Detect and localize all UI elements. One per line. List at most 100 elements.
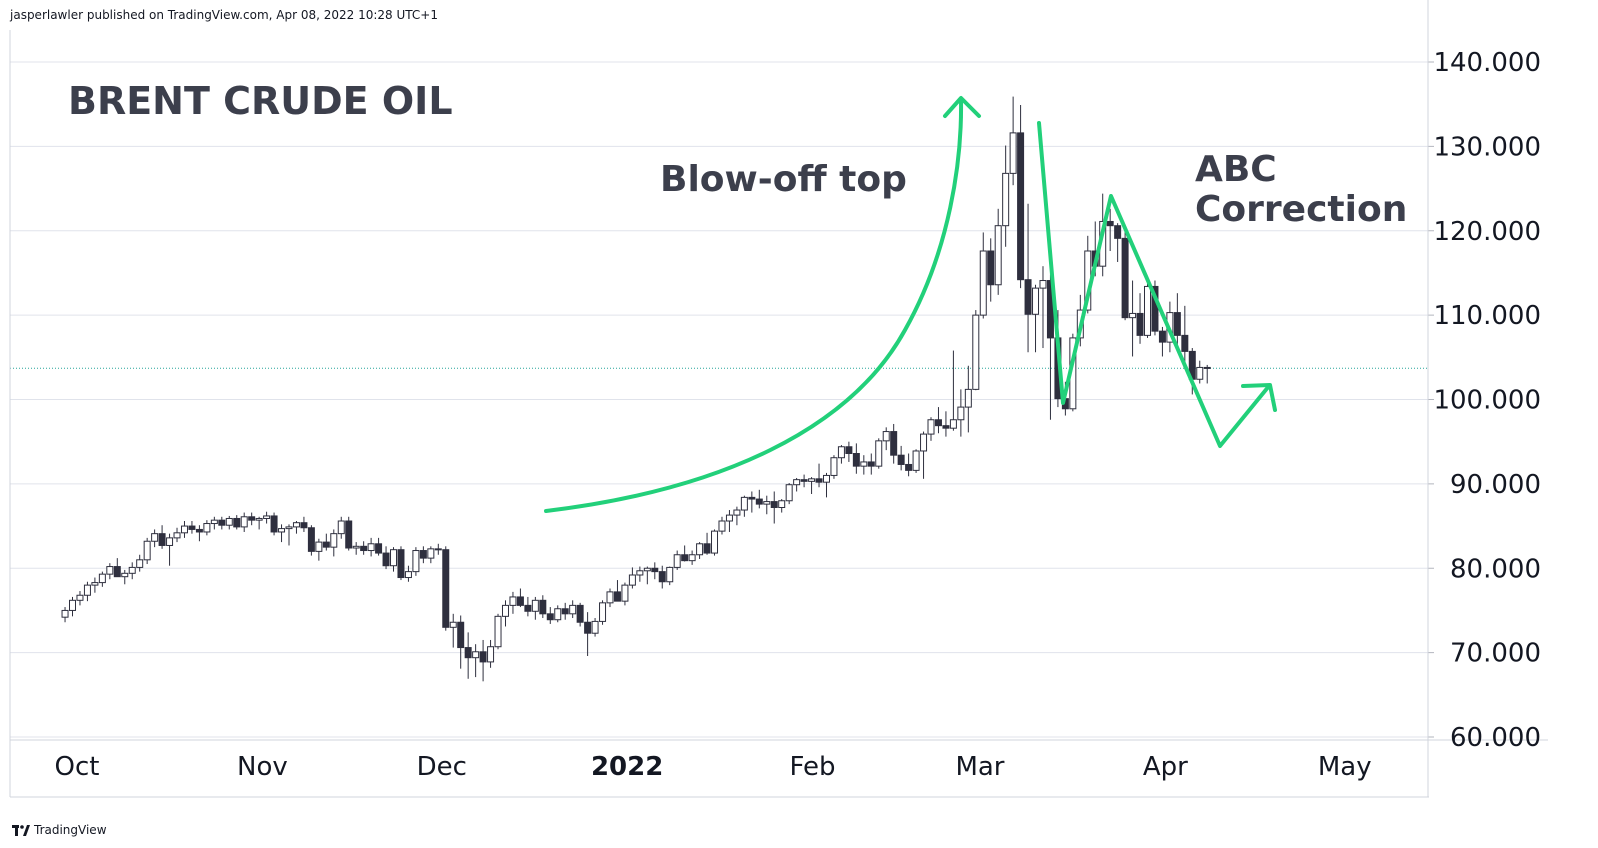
candle[interactable]: [322, 533, 330, 551]
candle[interactable]: [367, 537, 375, 557]
candle[interactable]: [748, 491, 756, 513]
candle[interactable]: [755, 489, 763, 509]
candle[interactable]: [375, 537, 383, 556]
candle[interactable]: [83, 581, 91, 602]
candle[interactable]: [964, 365, 972, 433]
candle[interactable]: [479, 639, 487, 682]
candle[interactable]: [457, 615, 465, 669]
candle[interactable]: [733, 506, 741, 526]
candle[interactable]: [651, 562, 659, 580]
candle[interactable]: [793, 477, 801, 492]
candle[interactable]: [785, 483, 793, 505]
candle[interactable]: [158, 525, 166, 549]
candle[interactable]: [912, 449, 920, 473]
candle[interactable]: [1143, 276, 1151, 338]
candle[interactable]: [270, 512, 278, 536]
tradingview-brand[interactable]: TradingView: [12, 823, 107, 837]
candle[interactable]: [69, 596, 77, 617]
candle[interactable]: [897, 445, 905, 471]
candle[interactable]: [643, 566, 651, 585]
candle[interactable]: [151, 529, 159, 548]
candle[interactable]: [628, 567, 636, 589]
candle[interactable]: [830, 455, 838, 479]
candle[interactable]: [255, 516, 263, 530]
candle[interactable]: [285, 524, 293, 546]
candle[interactable]: [1017, 105, 1025, 289]
candle[interactable]: [778, 499, 786, 513]
candle[interactable]: [315, 538, 323, 561]
candle[interactable]: [621, 582, 629, 606]
candle[interactable]: [166, 533, 174, 566]
candle[interactable]: [180, 521, 188, 538]
candle[interactable]: [808, 477, 816, 494]
candle[interactable]: [890, 423, 898, 464]
candle[interactable]: [233, 515, 241, 530]
candle[interactable]: [1151, 280, 1159, 336]
candle[interactable]: [1024, 203, 1032, 353]
candle[interactable]: [800, 474, 808, 488]
time-axis[interactable]: Oct Nov Dec 2022 Feb Mar Apr May: [55, 752, 1372, 782]
candle[interactable]: [203, 520, 211, 536]
candle[interactable]: [957, 389, 965, 437]
candle[interactable]: [934, 407, 942, 434]
candle[interactable]: [554, 605, 562, 623]
candle[interactable]: [449, 613, 457, 648]
candle[interactable]: [487, 639, 495, 668]
candle[interactable]: [1173, 293, 1181, 347]
candle[interactable]: [920, 431, 928, 479]
candle[interactable]: [240, 512, 248, 532]
candle[interactable]: [195, 525, 203, 542]
candle[interactable]: [569, 600, 577, 619]
candle[interactable]: [1039, 266, 1047, 349]
candle[interactable]: [613, 580, 621, 602]
candle[interactable]: [576, 602, 584, 627]
candle[interactable]: [404, 565, 412, 582]
candle[interactable]: [472, 644, 480, 678]
candle[interactable]: [516, 588, 524, 608]
candle[interactable]: [1129, 280, 1137, 357]
candle[interactable]: [972, 310, 980, 391]
candle[interactable]: [113, 558, 121, 578]
candle[interactable]: [76, 591, 84, 606]
candle[interactable]: [352, 542, 360, 555]
candle[interactable]: [711, 529, 719, 556]
candle[interactable]: [845, 441, 853, 462]
candle[interactable]: [1002, 145, 1010, 247]
candle[interactable]: [599, 600, 607, 625]
candle[interactable]: [121, 569, 129, 585]
candle[interactable]: [278, 524, 286, 543]
candle[interactable]: [718, 516, 726, 535]
candle[interactable]: [882, 427, 890, 451]
candle[interactable]: [763, 495, 771, 515]
candle[interactable]: [1158, 326, 1166, 357]
candle[interactable]: [666, 566, 674, 586]
candle[interactable]: [98, 571, 106, 587]
candle[interactable]: [143, 537, 151, 565]
candle[interactable]: [136, 554, 144, 572]
candle[interactable]: [606, 588, 614, 608]
candle[interactable]: [263, 511, 271, 524]
candle[interactable]: [307, 525, 315, 556]
candle[interactable]: [300, 516, 308, 532]
candle[interactable]: [584, 612, 592, 656]
candle[interactable]: [501, 600, 509, 627]
candle[interactable]: [509, 591, 517, 614]
candle[interactable]: [591, 618, 599, 637]
candle[interactable]: [188, 521, 196, 534]
candle[interactable]: [867, 453, 875, 475]
candle[interactable]: [1121, 229, 1129, 321]
candle[interactable]: [905, 453, 913, 477]
candle[interactable]: [546, 607, 554, 624]
candle[interactable]: [658, 565, 666, 589]
candle[interactable]: [427, 546, 435, 564]
candle[interactable]: [852, 443, 860, 474]
candle[interactable]: [725, 510, 733, 532]
candle[interactable]: [1196, 360, 1204, 384]
candle[interactable]: [837, 445, 845, 464]
candle[interactable]: [860, 455, 868, 475]
candle[interactable]: [412, 547, 420, 576]
candle[interactable]: [225, 515, 233, 530]
candle[interactable]: [822, 472, 830, 498]
candle[interactable]: [434, 543, 442, 555]
